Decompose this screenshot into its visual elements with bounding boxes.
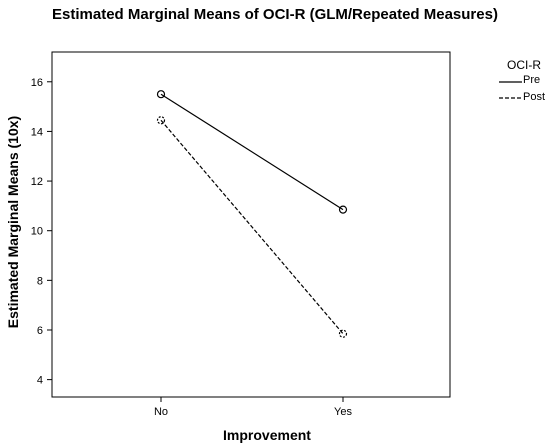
data-point-pre xyxy=(156,90,166,99)
series-line-pre xyxy=(160,93,344,211)
series-line-post xyxy=(160,119,344,335)
x-axis-label: Improvement xyxy=(223,427,311,443)
legend-title: OCI-R xyxy=(507,58,541,72)
chart-title: Estimated Marginal Means of OCI-R (GLM/R… xyxy=(52,6,498,23)
y-tick-label: 4 xyxy=(37,375,43,387)
legend-label-post: Post xyxy=(523,91,546,103)
y-tick-label: 12 xyxy=(31,176,43,188)
x-tick-label: No xyxy=(154,406,168,418)
y-tick-label: 10 xyxy=(31,226,43,238)
y-tick-label: 8 xyxy=(37,275,43,287)
legend-label-pre: Pre xyxy=(523,74,541,86)
data-point-post xyxy=(156,116,166,125)
data-point-pre xyxy=(338,205,348,214)
y-tick-label: 16 xyxy=(31,77,43,89)
y-tick-label: 14 xyxy=(31,126,43,138)
plot-frame xyxy=(51,51,451,398)
data-point-post xyxy=(338,329,348,338)
y-tick-label: 6 xyxy=(37,325,43,337)
x-tick-label: Yes xyxy=(334,406,352,418)
